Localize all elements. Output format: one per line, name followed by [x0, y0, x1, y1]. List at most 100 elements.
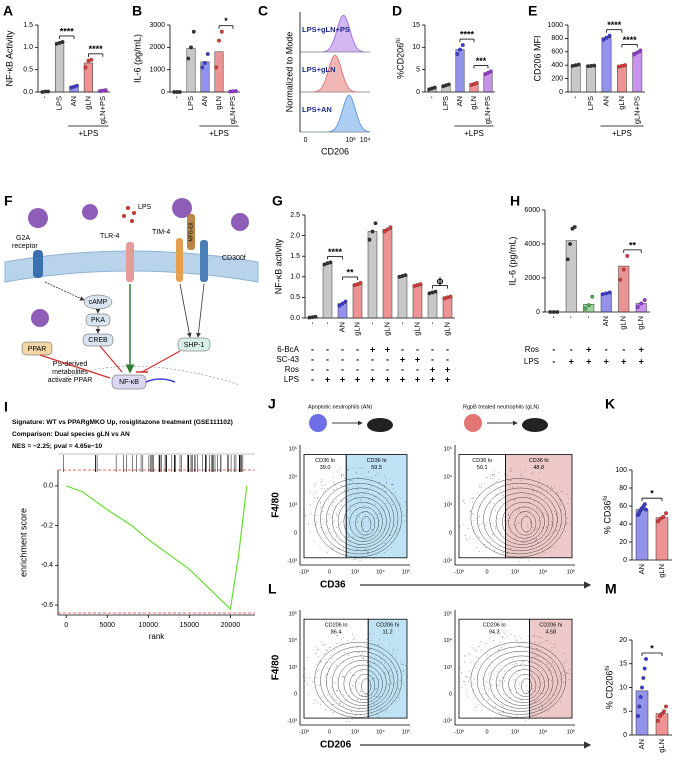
y-tick-label: 4000 [524, 241, 540, 248]
x-tick-label: AN [455, 96, 464, 106]
event-dot [548, 524, 550, 526]
event-dot [559, 490, 561, 492]
label-camp: cAMP [89, 299, 108, 306]
g2a-arrow [44, 281, 85, 301]
event-dot [466, 691, 468, 693]
x-tick-label: AN [637, 739, 646, 749]
data-point [607, 33, 612, 38]
event-dot [351, 479, 352, 481]
event-dot [374, 695, 376, 697]
event-dot [368, 648, 370, 649]
event-dot [514, 636, 516, 638]
x-tick-label: 10⁵ [567, 568, 575, 575]
event-dot [510, 480, 512, 481]
event-dot [458, 524, 460, 526]
y-tick-label: 0 [449, 692, 452, 698]
event-dot [542, 693, 544, 694]
tlr4 [126, 242, 134, 282]
event-dot [323, 491, 325, 493]
event-dot [554, 671, 555, 673]
event-dot [334, 698, 336, 700]
sig-label: ** [629, 240, 637, 250]
event-dot [388, 683, 389, 685]
event-dot [557, 493, 559, 495]
event-dot [463, 501, 465, 502]
event-dot [350, 671, 351, 673]
title-line: NES = −2.25; pval = 4.65e−10 [12, 443, 103, 450]
event-dot [510, 470, 511, 472]
condition-mark: - [416, 344, 419, 354]
x-tick-label: gLN [657, 739, 666, 753]
event-dot [316, 497, 318, 498]
event-dot [558, 683, 560, 685]
event-dot [567, 673, 569, 675]
event-dot [560, 504, 561, 506]
x-tick-label: 0 [485, 569, 488, 575]
cell-icon [309, 414, 327, 432]
event-dot [502, 637, 503, 639]
x-tick-label: 10⁵ [402, 568, 410, 575]
event-dot [533, 490, 534, 491]
data-point [632, 52, 637, 57]
gate-value: 39.0 [320, 465, 331, 471]
bar [382, 229, 393, 319]
event-dot [377, 530, 379, 532]
event-dot [357, 477, 359, 478]
event-dot [386, 711, 388, 713]
event-dot [478, 486, 480, 488]
event-dot [378, 525, 380, 527]
data-point [219, 29, 224, 34]
event-dot [487, 700, 488, 702]
event-dot [392, 504, 393, 506]
event-dot [523, 710, 525, 711]
event-dot [388, 670, 390, 672]
event-dot [386, 709, 388, 710]
event-dot [370, 480, 371, 481]
event-dot [499, 633, 501, 635]
event-dot [388, 669, 390, 671]
event-dot [548, 548, 550, 550]
event-dot [566, 522, 568, 523]
event-dot [376, 473, 378, 474]
event-dot [344, 700, 346, 702]
event-dot [335, 539, 336, 540]
x-tick-label: 10³ [351, 569, 359, 575]
event-dot [509, 548, 511, 549]
event-dot [538, 655, 540, 657]
event-dot [563, 681, 565, 683]
panel-letter: E [528, 3, 537, 19]
event-dot [333, 501, 334, 503]
contour [476, 646, 562, 715]
event-dot [495, 494, 497, 496]
event-dot [320, 641, 322, 643]
data-point [664, 704, 668, 709]
event-dot [510, 634, 512, 635]
event-dot [554, 694, 556, 696]
event-dot [336, 635, 338, 636]
event-dot [347, 498, 348, 500]
event-dot [332, 696, 333, 698]
x-tick-label: gLN [382, 322, 391, 336]
event-dot [527, 661, 529, 663]
x-tick-label: 10³ [345, 137, 356, 144]
event-dot [481, 649, 482, 651]
event-dot [312, 681, 314, 682]
event-dot [386, 481, 387, 483]
event-dot [524, 542, 525, 544]
x-tick-label: - [566, 316, 575, 319]
event-dot [339, 524, 341, 526]
event-dot [541, 548, 543, 550]
event-dot [350, 711, 352, 713]
data-point [568, 242, 573, 246]
data-point [639, 301, 644, 306]
event-dot [534, 641, 536, 643]
event-dot [359, 678, 360, 680]
event-dot [541, 705, 543, 707]
event-dot [404, 665, 406, 667]
event-dot [492, 477, 494, 479]
event-dot [308, 676, 310, 678]
event-dot [367, 637, 369, 638]
y-tick-label: 0 [294, 692, 297, 698]
event-dot [488, 689, 490, 691]
condition-mark: + [430, 374, 435, 384]
